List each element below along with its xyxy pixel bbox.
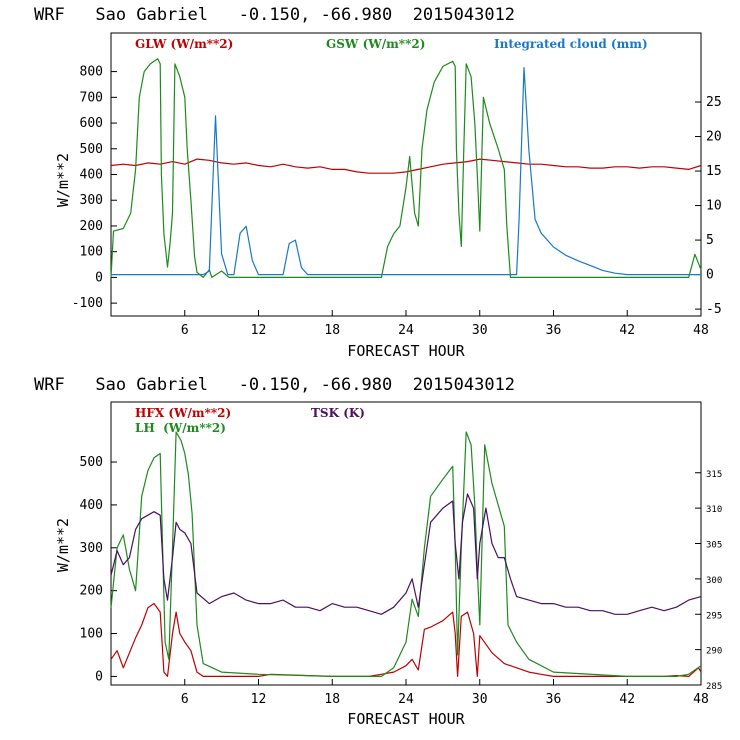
legend-entry-tsk: TSK (K) bbox=[311, 406, 365, 420]
series-line-lh bbox=[110, 431, 702, 678]
y-tick-label: 500 bbox=[80, 455, 103, 470]
y-tick-label: 500 bbox=[80, 142, 103, 157]
x-ticks: 6 12 18 24 30 36 42 48 bbox=[181, 679, 709, 707]
legend-entry-hfx: HFX (W/m**2) bbox=[135, 406, 231, 420]
x-tick-label: 24 bbox=[398, 692, 414, 707]
x-tick-label: 18 bbox=[324, 323, 340, 338]
x-tick-label: 12 bbox=[251, 692, 267, 707]
y-tick-label: 0 bbox=[95, 270, 103, 285]
series-line-integrated bbox=[111, 66, 701, 276]
y2-tick-label: -5 bbox=[706, 302, 722, 317]
y2-tick-label: 20 bbox=[706, 130, 722, 145]
y2-tick-label: 285 bbox=[706, 682, 722, 692]
x-tick-label: 6 bbox=[181, 323, 189, 338]
series-line-tsk bbox=[110, 493, 702, 615]
x-tick-label: 42 bbox=[619, 692, 635, 707]
legend-entry-cloud: Integrated cloud (mm) bbox=[494, 37, 648, 51]
y-axis-title: W/m**2 bbox=[54, 518, 72, 572]
y-tick-label: 400 bbox=[80, 498, 103, 513]
y-tick-label: 800 bbox=[80, 65, 103, 80]
y-tick-label: 700 bbox=[80, 90, 103, 105]
x-tick-label: 18 bbox=[324, 692, 340, 707]
series-lines bbox=[110, 431, 702, 678]
x-axis-title: FORECAST HOUR bbox=[347, 342, 465, 360]
chart-title: WRF Sao Gabriel -0.150, -66.980 20150430… bbox=[34, 5, 515, 25]
series-line-glw bbox=[110, 158, 702, 174]
y2-tick-label: 310 bbox=[706, 505, 722, 515]
x-tick-label: 30 bbox=[472, 323, 488, 338]
y-axis-title: W/m**2 bbox=[54, 153, 72, 207]
y-tick-label: 400 bbox=[80, 168, 103, 183]
y2-tick-label: 305 bbox=[706, 541, 722, 551]
series-lines bbox=[110, 58, 702, 278]
y-tick-label: 200 bbox=[80, 219, 103, 234]
series-line-hfx bbox=[110, 602, 702, 678]
heat-flux-chart: WRF Sao Gabriel -0.150, -66.980 20150430… bbox=[34, 375, 722, 728]
y2-tick-label: 5 bbox=[706, 233, 714, 248]
radiation-cloud-chart: WRF Sao Gabriel -0.150, -66.980 20150430… bbox=[34, 5, 722, 360]
left-y-ticks: -100 0 100 200 300 400 500 600 700 800 bbox=[72, 65, 117, 311]
y-tick-label: 300 bbox=[80, 193, 103, 208]
x-tick-label: 12 bbox=[251, 323, 267, 338]
x-tick-label: 6 bbox=[181, 692, 189, 707]
y2-tick-label: 315 bbox=[706, 470, 722, 480]
x-tick-label: 30 bbox=[472, 692, 488, 707]
y-tick-label: 200 bbox=[80, 584, 103, 599]
legend-entry-glw: GLW (W/m**2) bbox=[135, 37, 233, 51]
x-tick-label: 48 bbox=[693, 692, 709, 707]
left-y-ticks: 0 100 200 300 400 500 bbox=[80, 455, 117, 684]
x-ticks: 6 12 18 24 30 36 42 48 bbox=[181, 310, 709, 338]
legend-entry-lh: LH (W/m**2) bbox=[135, 421, 226, 435]
y2-tick-label: 15 bbox=[706, 164, 722, 179]
y2-tick-label: 300 bbox=[706, 576, 722, 586]
y2-tick-label: 295 bbox=[706, 611, 722, 621]
x-axis-title: FORECAST HOUR bbox=[347, 710, 465, 728]
right-y-ticks: -5 0 5 10 15 20 25 bbox=[695, 95, 722, 317]
x-tick-label: 24 bbox=[398, 323, 414, 338]
y-tick-label: 100 bbox=[80, 627, 103, 642]
y2-tick-label: 0 bbox=[706, 268, 714, 283]
y-tick-label: 600 bbox=[80, 116, 103, 131]
y2-tick-label: 290 bbox=[706, 647, 722, 657]
y-tick-label: 300 bbox=[80, 541, 103, 556]
y-tick-label: 0 bbox=[95, 669, 103, 684]
series-line-gsw bbox=[110, 58, 702, 278]
chart-title: WRF Sao Gabriel -0.150, -66.980 20150430… bbox=[34, 375, 515, 395]
x-tick-label: 42 bbox=[619, 323, 635, 338]
y2-tick-label: 25 bbox=[706, 95, 722, 110]
x-tick-label: 36 bbox=[546, 692, 562, 707]
right-y-ticks: 285 290 295 300 305 310 315 bbox=[695, 470, 722, 692]
y-tick-label: 100 bbox=[80, 245, 103, 260]
x-tick-label: 48 bbox=[693, 323, 709, 338]
y2-tick-label: 10 bbox=[706, 199, 722, 214]
x-tick-label: 36 bbox=[546, 323, 562, 338]
legend-entry-gsw: GSW (W/m**2) bbox=[326, 37, 425, 51]
y-tick-label: -100 bbox=[72, 296, 103, 311]
